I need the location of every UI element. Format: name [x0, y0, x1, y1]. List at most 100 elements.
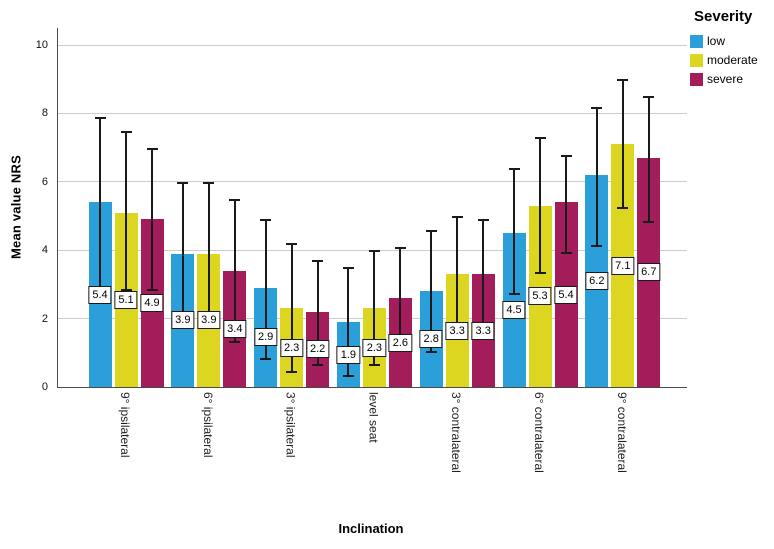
legend-item-label: low: [707, 34, 726, 48]
value-label: 5.1: [114, 290, 138, 309]
error-bar-stem: [565, 154, 567, 254]
legend-item-low: low: [690, 35, 774, 48]
x-axis-category-label: level seat: [366, 392, 381, 443]
error-bar-stem: [181, 181, 184, 326]
error-bar: [508, 168, 520, 295]
error-bar-stem: [207, 181, 210, 326]
x-axis-category-label: 9° contralateral: [614, 392, 629, 473]
value-label: 7.1: [611, 256, 635, 275]
error-bar-cap-bottom: [508, 292, 520, 295]
error-bar-stem: [347, 267, 350, 377]
moderate-color-swatch-icon: [690, 54, 703, 67]
legend-title: Severity: [694, 8, 753, 25]
error-bar-cap-top: [94, 116, 106, 119]
value-label: 1.9: [336, 345, 361, 364]
error-bar: [312, 260, 324, 367]
error-bar: [591, 106, 603, 247]
value-label: 2.3: [362, 338, 387, 357]
error-bar-cap-bottom: [617, 207, 629, 210]
error-bar-cap-top: [120, 130, 132, 133]
y-axis-tick-label: 4: [41, 244, 48, 257]
error-bar: [94, 116, 106, 288]
severe-color-swatch-icon: [690, 73, 703, 86]
error-bar-cap-top: [312, 260, 324, 263]
error-bar-stem: [373, 250, 376, 367]
error-bar-cap-bottom: [591, 244, 603, 247]
value-label: 3.3: [471, 321, 495, 340]
error-bar: [560, 154, 572, 254]
error-bar-stem: [456, 216, 459, 336]
error-bar-stem: [316, 260, 319, 367]
error-bar-cap-top: [177, 181, 189, 184]
x-axis-category-label: 6° contralateral: [532, 392, 546, 473]
value-label: 3.4: [223, 319, 247, 338]
y-axis-tick-label: 6: [41, 175, 48, 188]
error-bar-cap-bottom: [368, 364, 380, 367]
error-bar-cap-top: [451, 216, 463, 219]
error-bar: [146, 147, 158, 292]
error-bar: [451, 216, 463, 336]
error-bar-stem: [482, 219, 485, 333]
error-bar-cap-bottom: [229, 340, 241, 343]
error-bar-stem: [621, 79, 624, 210]
error-bar: [120, 130, 132, 292]
x-axis-title: Inclination: [338, 521, 404, 536]
error-bar-stem: [539, 137, 541, 275]
legend-item-label: moderate: [707, 53, 758, 67]
error-bar: [477, 219, 489, 333]
value-label: 2.2: [305, 340, 330, 359]
error-bar-cap-top: [643, 96, 655, 99]
y-axis-tick-label: 10: [35, 39, 48, 52]
error-bar: [260, 219, 272, 360]
value-label: 6.7: [637, 263, 661, 282]
error-bar-stem: [290, 243, 293, 374]
error-bar-cap-top: [534, 137, 546, 140]
error-bar-cap-top: [229, 198, 241, 201]
legend: Severity low moderate severe: [688, 8, 774, 92]
value-label: 3.9: [197, 311, 221, 330]
error-bar-cap-top: [508, 168, 520, 171]
error-bar-cap-bottom: [560, 251, 572, 254]
gridline: [58, 181, 687, 183]
error-bar-stem: [125, 130, 127, 292]
error-bar-stem: [99, 116, 101, 288]
x-axis-category-label: 3° ipsilateral: [283, 392, 298, 458]
error-bar-stem: [233, 198, 236, 343]
error-bar-stem: [399, 246, 402, 350]
error-bar-cap-bottom: [312, 364, 324, 367]
error-bar-stem: [430, 229, 433, 353]
x-axis-category-label: 6° ipsilateral: [200, 392, 215, 458]
error-bar-cap-bottom: [146, 289, 158, 292]
value-label: 5.4: [554, 285, 578, 304]
error-bar-stem: [151, 147, 153, 292]
error-bar-cap-bottom: [120, 289, 132, 292]
error-bar: [203, 181, 215, 326]
error-bar-cap-bottom: [342, 374, 354, 377]
value-label: 5.3: [528, 287, 552, 306]
value-label: 5.4: [88, 285, 112, 304]
error-bar-cap-bottom: [534, 272, 546, 275]
error-bar: [534, 137, 546, 275]
gridline: [58, 44, 687, 46]
error-bar-cap-top: [342, 267, 354, 270]
error-bar: [286, 243, 298, 374]
error-bar-stem: [264, 219, 267, 360]
error-bar-stem: [513, 168, 515, 295]
value-label: 4.9: [140, 294, 164, 313]
y-axis-tick-label: 8: [41, 107, 48, 120]
value-label: 4.5: [502, 301, 526, 320]
x-axis-category-label: 9° ipsilateral: [118, 392, 132, 458]
error-bar-cap-top: [560, 154, 572, 157]
x-axis-category-label: 3° contralateral: [449, 392, 464, 473]
value-label: 2.8: [419, 330, 443, 349]
y-axis-tick-label: 2: [41, 312, 48, 325]
error-bar: [342, 267, 354, 377]
error-bar-cap-bottom: [286, 371, 298, 374]
error-bar-cap-top: [203, 181, 215, 184]
error-bar: [617, 79, 629, 210]
error-bar-cap-top: [591, 106, 603, 109]
error-bar: [177, 181, 189, 326]
error-bar: [425, 229, 437, 353]
error-bar-cap-top: [368, 250, 380, 253]
